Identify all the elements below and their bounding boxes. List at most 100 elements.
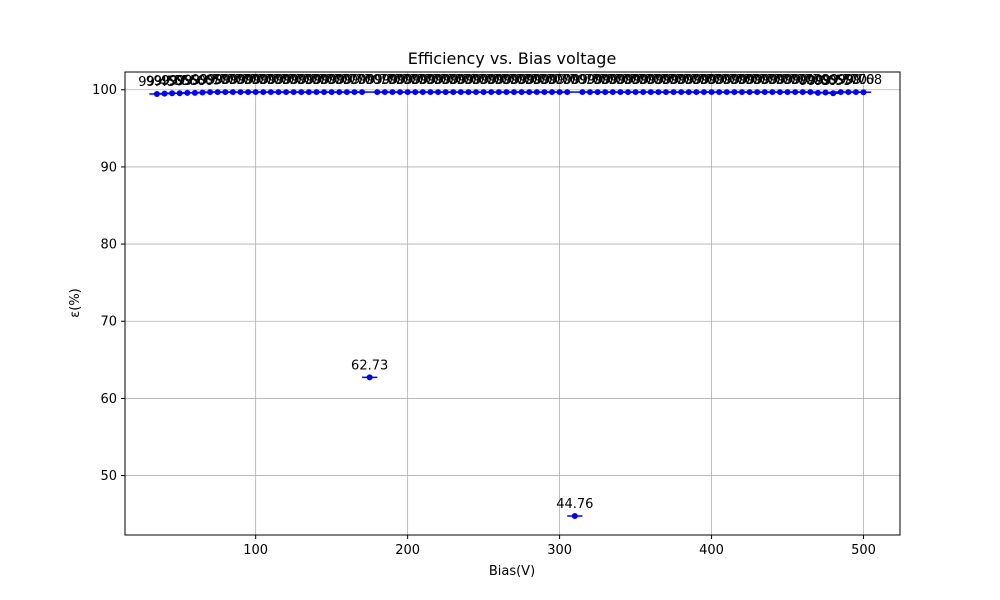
data-point xyxy=(860,89,867,96)
data-label: 99.70 xyxy=(693,73,730,88)
data-label: 99.70 xyxy=(419,73,456,88)
y-tick-label: 90 xyxy=(100,160,117,175)
data-point xyxy=(822,89,829,96)
data-label: 99.70 xyxy=(199,73,236,88)
data-label: 99.70 xyxy=(305,73,342,88)
data-label: 99.70 xyxy=(647,73,684,88)
data-label: 99.45 xyxy=(138,75,175,90)
data-label: 99.70 xyxy=(518,73,555,88)
data-label: 99.70 xyxy=(587,73,624,88)
data-label: 99.70 xyxy=(746,73,783,88)
y-tick-label: 80 xyxy=(100,238,117,253)
data-label: 99.70 xyxy=(267,73,304,88)
data-label: 99.65 xyxy=(807,73,844,88)
data-label: 99.70 xyxy=(632,73,669,88)
data-point xyxy=(564,89,571,96)
data-label: 99.70 xyxy=(237,73,274,88)
data-points xyxy=(149,89,872,520)
data-label: 99.70 xyxy=(541,73,578,88)
data-label: 99.70 xyxy=(822,73,859,88)
data-label: 99.70 xyxy=(708,73,745,88)
data-label: 99.70 xyxy=(625,73,662,88)
data-label: 99.70 xyxy=(245,73,282,88)
data-label: 99.70 xyxy=(412,73,449,88)
data-label: 99.70 xyxy=(313,73,350,88)
data-label: 99.68 xyxy=(845,73,882,88)
x-tick-label: 100 xyxy=(243,543,268,558)
data-label: 99.50 xyxy=(146,75,183,90)
data-label: 99.70 xyxy=(678,73,715,88)
data-label: 99.70 xyxy=(229,73,266,88)
data-label: 99.60 xyxy=(176,74,213,89)
data-label: 99.70 xyxy=(617,73,654,88)
x-tick-label: 200 xyxy=(395,543,420,558)
data-label: 99.70 xyxy=(609,73,646,88)
data-label: 99.70 xyxy=(526,73,563,88)
data-label: 99.70 xyxy=(830,73,867,88)
data-label: 99.70 xyxy=(442,73,479,88)
data-label: 99.70 xyxy=(571,73,608,88)
data-label: 99.70 xyxy=(579,73,616,88)
data-label: 99.70 xyxy=(214,73,251,88)
data-point xyxy=(830,90,837,97)
data-label: 99.70 xyxy=(321,73,358,88)
data-label: 99.70 xyxy=(716,73,753,88)
data-label: 99.70 xyxy=(374,73,411,88)
data-label: 99.70 xyxy=(207,73,244,88)
data-labels: 99.4599.5099.5599.5599.6099.6099.6599.70… xyxy=(138,73,882,512)
data-label: 99.70 xyxy=(837,73,874,88)
data-label: 99.70 xyxy=(404,73,441,88)
data-label: 99.70 xyxy=(663,73,700,88)
data-label: 99.70 xyxy=(549,73,586,88)
y-tick-label: 50 xyxy=(100,469,117,484)
data-label: 99.70 xyxy=(290,73,327,88)
data-point xyxy=(366,374,373,381)
data-label: 99.70 xyxy=(252,73,289,88)
data-label: 99.70 xyxy=(640,73,677,88)
data-point xyxy=(359,89,366,96)
x-tick-label: 300 xyxy=(547,543,572,558)
data-label: 99.70 xyxy=(792,73,829,88)
data-label: 99.70 xyxy=(761,73,798,88)
data-label: 99.70 xyxy=(283,73,320,88)
data-label: 99.70 xyxy=(397,73,434,88)
data-label: 99.70 xyxy=(191,73,228,88)
data-label: 99.70 xyxy=(754,73,791,88)
data-label: 99.70 xyxy=(298,73,335,88)
data-label: 99.70 xyxy=(435,73,472,88)
data-label: 99.70 xyxy=(769,73,806,88)
x-axis: 100 200 300 400 500 xyxy=(243,535,876,558)
data-label: 44.76 xyxy=(556,497,593,512)
data-label: 99.70 xyxy=(427,73,464,88)
y-tick-label: 60 xyxy=(100,392,117,407)
x-tick-label: 500 xyxy=(851,543,876,558)
data-label: 99.70 xyxy=(655,73,692,88)
data-label: 99.70 xyxy=(533,73,570,88)
data-label: 99.70 xyxy=(480,73,517,88)
data-label: 99.70 xyxy=(739,73,776,88)
data-label: 99.70 xyxy=(465,73,502,88)
data-label: 99.60 xyxy=(169,74,206,89)
chart-title: Efficiency vs. Bias voltage xyxy=(408,49,617,68)
data-label: 99.70 xyxy=(328,73,365,88)
data-label: 99.70 xyxy=(685,73,722,88)
y-axis: 50 60 70 80 90 100 xyxy=(92,83,125,484)
data-label: 99.60 xyxy=(799,74,836,89)
data-label: 99.70 xyxy=(777,73,814,88)
data-label: 99.70 xyxy=(670,73,707,88)
data-label: 99.70 xyxy=(723,73,760,88)
data-label: 99.70 xyxy=(343,73,380,88)
data-label: 99.70 xyxy=(495,73,532,88)
data-point xyxy=(807,89,814,96)
data-label: 99.70 xyxy=(488,73,525,88)
data-label: 99.70 xyxy=(701,73,738,88)
data-label: 99.55 xyxy=(153,74,190,89)
data-point xyxy=(571,513,578,520)
grid-lines xyxy=(125,72,900,535)
data-label: 99.70 xyxy=(594,73,631,88)
data-label: 99.70 xyxy=(260,73,297,88)
data-label: 99.70 xyxy=(511,73,548,88)
data-label: 99.70 xyxy=(503,73,540,88)
data-label: 99.70 xyxy=(359,73,396,88)
